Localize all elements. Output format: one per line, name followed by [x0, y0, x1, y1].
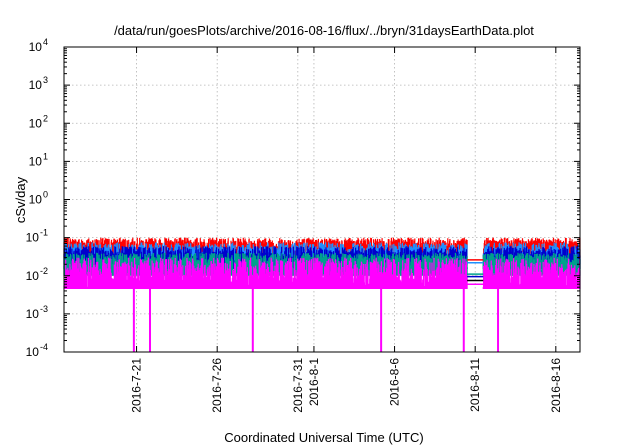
- x-tick-label: 2016-8-11: [468, 358, 482, 412]
- x-tick-label: 2016-7-31: [291, 358, 305, 413]
- grid: [64, 47, 580, 352]
- data-layer: [63, 237, 581, 352]
- x-tick-label: 2016-7-26: [210, 358, 224, 413]
- y-tick-label: 100: [29, 190, 48, 207]
- y-tick-label: 104: [29, 37, 48, 54]
- y-tick-label: 10-1: [26, 228, 48, 245]
- x-tick-label: 2016-8-16: [549, 358, 563, 413]
- x-axis-label: Coordinated Universal Time (UTC): [224, 430, 423, 445]
- y-tick-label: 103: [29, 75, 48, 92]
- x-tick-label: 2016-7-21: [130, 358, 144, 413]
- y-axis-label: cSv/day: [13, 176, 28, 223]
- y-tick-label: 10-4: [26, 342, 48, 359]
- y-tick-label: 10-3: [26, 304, 48, 321]
- x-tick-label: 2016-8-6: [388, 358, 402, 406]
- chart-title: /data/run/goesPlots/archive/2016-08-16/f…: [114, 23, 534, 38]
- x-tick-label: 2016-8-1: [307, 358, 321, 406]
- y-tick-label: 10-2: [26, 266, 48, 283]
- y-tick-label: 102: [29, 113, 48, 130]
- y-tick-label: 101: [29, 151, 48, 168]
- axes: 10-4 10-3 10-2 10-1 100 101 102 103 104 2016-7-21…: [26, 37, 580, 413]
